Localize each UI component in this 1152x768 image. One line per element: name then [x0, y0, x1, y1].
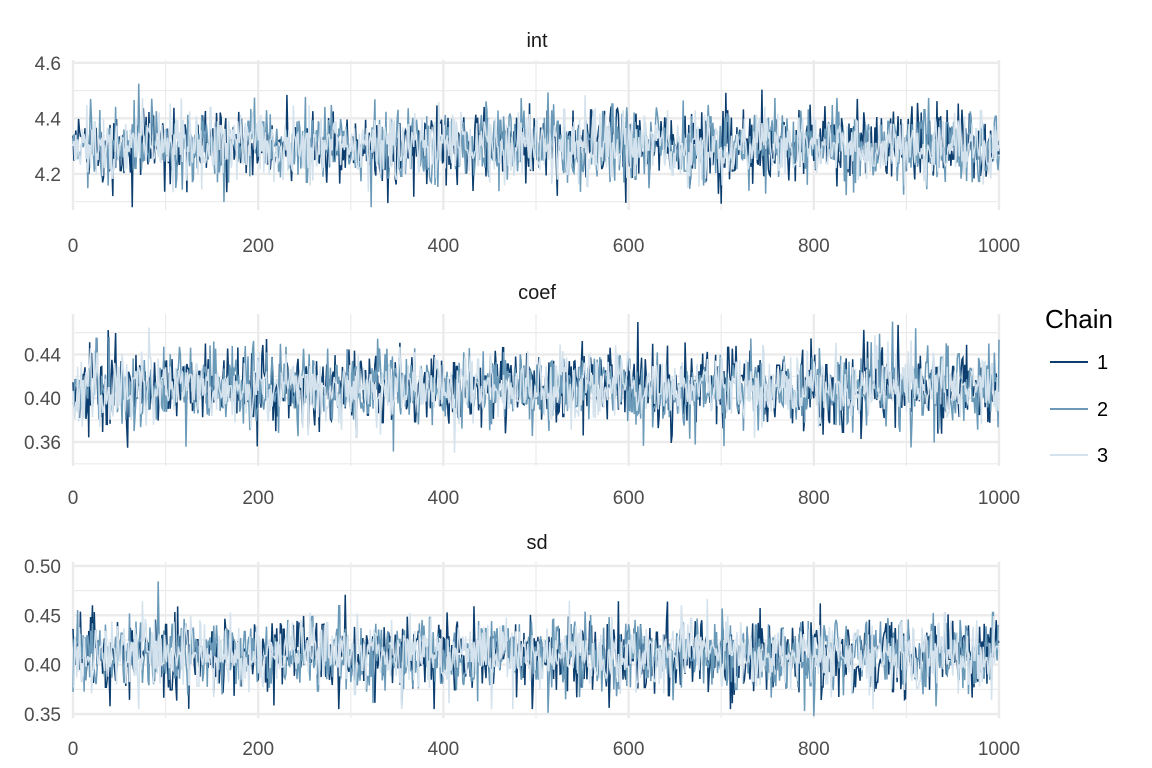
legend-label-chain-2: 2 — [1097, 399, 1108, 421]
y-tick-label: 4.2 — [35, 165, 61, 186]
x-tick-label: 0 — [68, 488, 79, 509]
trace-sd-chain-2 — [72, 581, 1000, 717]
panel-title: coef — [518, 282, 556, 304]
trace-coef-chain-3 — [72, 327, 1000, 453]
y-tick-label: 0.44 — [24, 345, 61, 366]
panel-title: int — [526, 30, 548, 52]
y-tick-label: 0.40 — [24, 389, 61, 410]
x-tick-label: 200 — [242, 236, 274, 257]
y-tick-label: 4.4 — [35, 109, 62, 130]
x-tick-label: 400 — [428, 488, 460, 509]
legend-label-chain-3: 3 — [1097, 445, 1108, 467]
x-tick-label: 1000 — [978, 739, 1020, 760]
x-tick-label: 1000 — [978, 236, 1020, 257]
y-tick-label: 0.35 — [24, 705, 61, 726]
x-tick-label: 0 — [68, 236, 79, 257]
y-tick-label: 4.6 — [35, 54, 61, 75]
x-tick-label: 0 — [68, 739, 79, 760]
trace-sd-chain-3 — [73, 598, 1000, 710]
x-tick-label: 400 — [428, 236, 460, 257]
x-tick-label: 400 — [428, 739, 460, 760]
x-tick-label: 1000 — [978, 488, 1020, 509]
panel-int: int 4.2 4.4 4.6 0 200 400 600 800 1000 — [35, 30, 1021, 257]
x-tick-label: 800 — [798, 488, 830, 509]
x-tick-label: 600 — [613, 236, 645, 257]
legend-title: Chain — [1045, 304, 1113, 334]
legend: Chain 1 2 3 — [1045, 304, 1113, 467]
panel-coef: coef 0.36 0.40 0.44 0 200 400 600 800 1000 — [24, 282, 1020, 509]
panel-title: sd — [526, 532, 547, 554]
trace-int-chain-3 — [72, 95, 1000, 193]
y-tick-label: 0.45 — [24, 606, 61, 627]
x-tick-label: 600 — [613, 739, 645, 760]
y-tick-label: 0.36 — [24, 433, 61, 454]
y-tick-label: 0.50 — [24, 557, 61, 578]
x-tick-label: 200 — [242, 739, 274, 760]
legend-label-chain-1: 1 — [1097, 352, 1108, 374]
x-tick-label: 800 — [798, 236, 830, 257]
x-tick-label: 200 — [242, 488, 274, 509]
x-tick-label: 800 — [798, 739, 830, 760]
y-tick-label: 0.40 — [24, 656, 61, 677]
x-tick-label: 600 — [613, 488, 645, 509]
panel-sd: sd 0.35 0.40 0.45 0.50 0 200 400 600 800 1000 — [24, 532, 1020, 760]
